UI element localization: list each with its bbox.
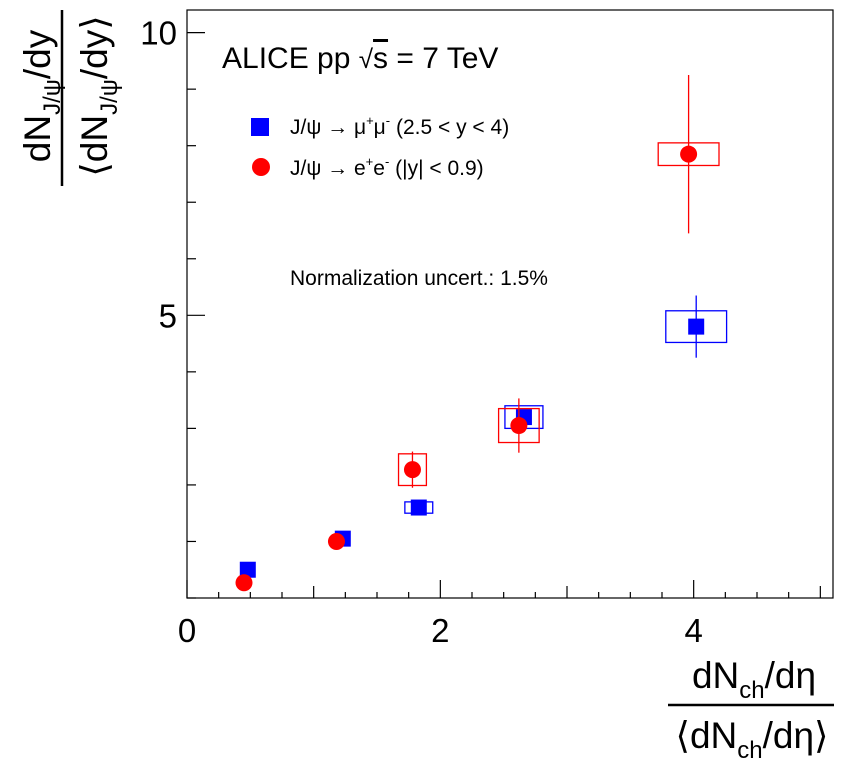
x-label-numerator: dNch/dη — [692, 655, 816, 704]
data-point-circle — [235, 574, 253, 592]
axes: 0 2 4 5 10 — [140, 15, 821, 649]
x-tick-label: 2 — [431, 612, 449, 649]
data-point-circle — [510, 417, 528, 435]
x-tick-label: 0 — [178, 612, 196, 649]
normalization-annotation: Normalization uncert.: 1.5% — [290, 267, 548, 290]
y-tick-label: 10 — [140, 15, 177, 52]
x-tick-label: 4 — [684, 612, 702, 649]
y-tick-label: 5 — [159, 297, 177, 334]
legend-entry-mumu: J/ψ → μ+μ- (2.5 < y < 4) — [290, 113, 509, 139]
data-point-square — [410, 499, 427, 516]
x-axis-label: dNch/dη ⟨dNch/dη⟩ — [668, 655, 834, 764]
chart-title: ALICE pp √s = 7 TeV — [222, 42, 498, 75]
data-point-square — [688, 318, 705, 335]
y-label-denominator: ⟨dNJ/ψ/dy⟩ — [74, 15, 123, 176]
plot-frame — [186, 9, 834, 599]
series-ee — [235, 75, 720, 592]
legend-marker-circle — [252, 158, 270, 176]
data-point-square — [239, 561, 256, 578]
y-label-numerator: dNJ/ψ/dy — [17, 29, 66, 162]
legend: J/ψ → μ+μ- (2.5 < y < 4) J/ψ → e+e- (|y|… — [251, 113, 509, 180]
legend-marker-square — [251, 118, 269, 136]
data-point-circle — [327, 532, 345, 550]
legend-entry-ee: J/ψ → e+e- (|y| < 0.9) — [290, 154, 484, 180]
data-marks — [235, 75, 728, 592]
data-point-circle — [403, 461, 421, 479]
series-mumu — [239, 295, 728, 578]
data-point-circle — [680, 145, 698, 163]
y-axis-label: dNJ/ψ/dy ⟨dNJ/ψ/dy⟩ — [17, 10, 123, 186]
x-label-denominator: ⟨dNch/dη⟩ — [676, 715, 829, 764]
